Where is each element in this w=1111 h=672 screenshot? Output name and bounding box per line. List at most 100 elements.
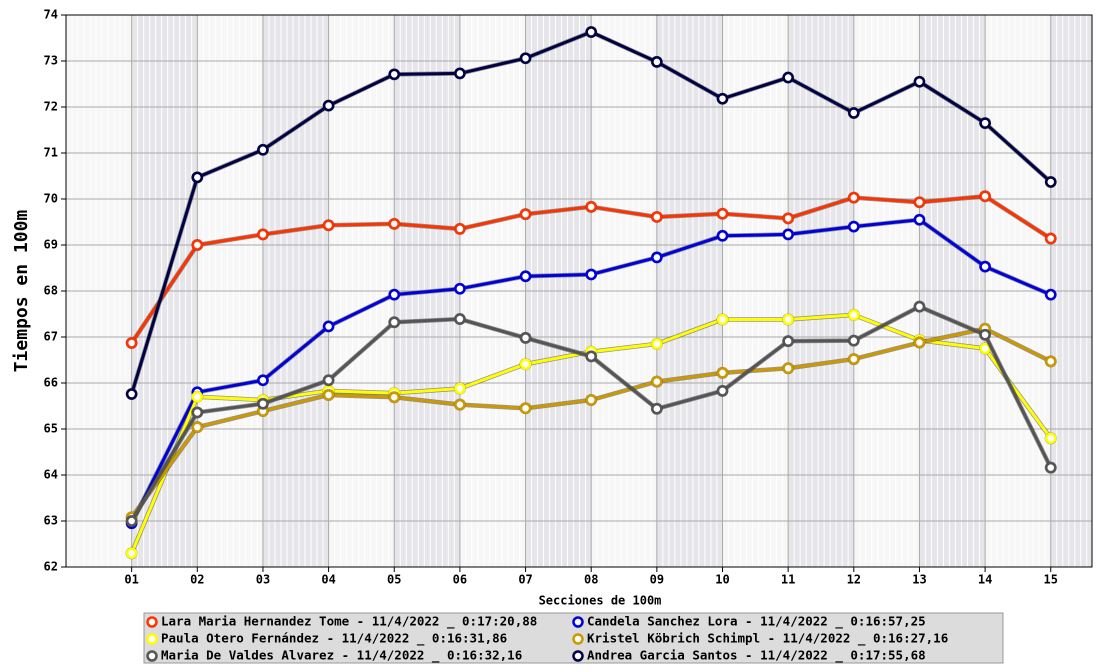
marker <box>125 337 138 349</box>
marker <box>454 398 466 411</box>
marker <box>191 406 204 419</box>
legend-label: Kristel Köbrich Schimpl - 11/4/2022 _ 0:… <box>587 631 948 647</box>
marker <box>388 68 400 81</box>
marker <box>519 52 532 64</box>
marker <box>848 107 860 119</box>
marker <box>454 313 466 325</box>
x-tick-label: 06 <box>453 573 467 587</box>
y-tick-label: 69 <box>44 238 58 252</box>
y-tick-label: 66 <box>44 376 58 390</box>
marker <box>848 334 860 347</box>
legend-label: Paula Otero Fernández - 11/4/2022 _ 0:16… <box>161 631 507 647</box>
marker <box>716 92 729 105</box>
legend-marker <box>146 616 158 628</box>
y-tick-label: 74 <box>44 8 58 22</box>
marker <box>979 328 991 341</box>
marker <box>848 309 860 321</box>
marker <box>1045 432 1057 444</box>
marker <box>782 313 794 326</box>
legend-label: Lara Maria Hernandez Tome - 11/4/2022 _ … <box>161 614 537 630</box>
x-tick-label: 03 <box>256 573 270 587</box>
marker <box>651 251 663 264</box>
marker <box>913 196 926 208</box>
y-axis-label: Tiempos en 100m <box>11 210 32 373</box>
marker <box>322 320 335 333</box>
marker <box>322 99 335 112</box>
marker <box>782 228 794 241</box>
marker <box>651 375 663 388</box>
marker <box>782 335 794 347</box>
marker <box>257 397 269 410</box>
marker <box>979 117 991 129</box>
legend-marker <box>572 633 584 645</box>
legend-marker <box>146 650 158 662</box>
marker <box>848 191 860 204</box>
x-axis-label: Secciones de 100m <box>539 594 662 608</box>
y-tick-label: 70 <box>44 192 58 206</box>
marker <box>191 239 204 251</box>
y-tick-label: 73 <box>44 54 58 68</box>
x-tick-label: 11 <box>781 573 795 587</box>
marker <box>125 515 138 527</box>
marker <box>388 316 400 329</box>
marker <box>913 75 926 88</box>
marker <box>585 268 597 281</box>
marker <box>585 350 597 363</box>
marker <box>454 382 466 395</box>
legend-marker <box>572 650 584 662</box>
marker <box>979 190 991 202</box>
marker <box>913 300 926 313</box>
legend-label: Andrea Garcia Santos - 11/4/2022 _ 0:17:… <box>587 648 926 664</box>
y-tick-label: 63 <box>44 514 58 528</box>
marker <box>322 389 335 401</box>
marker <box>519 358 532 370</box>
marker <box>519 208 532 220</box>
marker <box>716 230 729 242</box>
marker <box>519 270 532 283</box>
marker <box>585 201 597 213</box>
marker <box>848 220 860 233</box>
x-tick-label: 07 <box>518 573 532 587</box>
marker <box>1045 232 1057 245</box>
marker <box>257 228 269 241</box>
legend-marker <box>146 633 158 645</box>
y-tick-label: 72 <box>44 100 58 114</box>
marker <box>1045 176 1057 188</box>
marker <box>125 388 138 400</box>
marker <box>913 213 926 226</box>
marker <box>782 71 794 84</box>
marker <box>454 282 466 295</box>
x-tick-label: 15 <box>1044 573 1058 587</box>
marker <box>388 218 400 230</box>
y-tick-label: 64 <box>44 468 58 482</box>
marker <box>651 403 663 415</box>
marker <box>257 374 269 386</box>
marker <box>454 223 466 235</box>
x-tick-label: 13 <box>912 573 926 587</box>
marker <box>782 212 794 225</box>
x-tick-label: 08 <box>584 573 598 587</box>
marker <box>913 336 926 349</box>
marker <box>651 338 663 350</box>
marker <box>322 374 335 386</box>
legend-marker <box>572 616 584 628</box>
marker <box>716 313 729 326</box>
marker <box>519 402 532 415</box>
x-tick-label: 14 <box>978 573 992 587</box>
marker <box>322 219 335 231</box>
y-tick-label: 67 <box>44 330 58 344</box>
marker <box>782 362 794 375</box>
marker <box>716 385 729 397</box>
x-tick-label: 10 <box>715 573 729 587</box>
marker <box>125 547 138 559</box>
marker <box>519 332 532 344</box>
legend-label: Candela Sanchez Lora - 11/4/2022 _ 0:16:… <box>587 614 926 630</box>
y-tick-label: 68 <box>44 284 58 298</box>
marker <box>651 56 663 68</box>
marker <box>716 207 729 220</box>
marker <box>191 171 204 184</box>
marker <box>848 353 860 365</box>
marker <box>651 211 663 223</box>
marker <box>979 260 991 273</box>
